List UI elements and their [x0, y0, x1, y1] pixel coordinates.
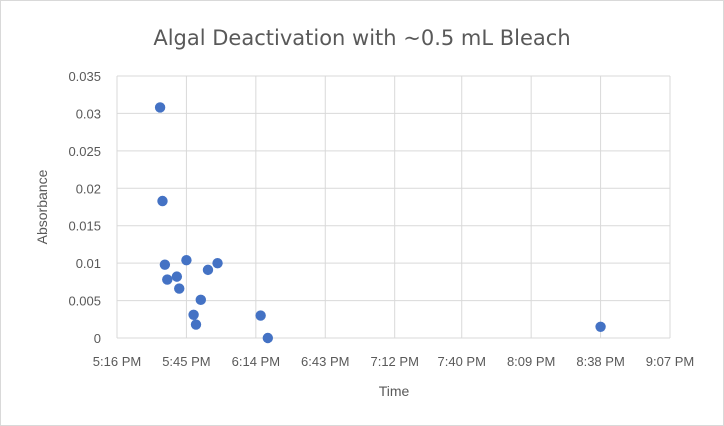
data-point [190, 319, 202, 330]
y-axis-title: Absorbance [34, 169, 50, 244]
data-point [181, 254, 192, 266]
data-point [595, 321, 606, 332]
data-point [157, 195, 168, 207]
data-point [174, 283, 185, 294]
data-point [154, 102, 166, 113]
data-point [212, 257, 223, 269]
data-point [195, 294, 206, 306]
data-point [188, 309, 199, 320]
x-tick-label: 6:14 PM [232, 354, 280, 369]
chart-title: Algal Deactivation with ~0.5 mL Bleach [153, 26, 570, 50]
y-tick-label: 0.035 [68, 69, 101, 84]
y-tick-label: 0.005 [68, 294, 101, 309]
data-point [202, 264, 214, 276]
y-tick-label: 0.015 [68, 219, 101, 234]
gridlines [116, 75, 671, 339]
x-axis-tick-labels: 5:16 PM 5:45 PM 6:14 PM 6:43 PM 7:12 PM 7:40 … [93, 354, 694, 369]
x-tick-label: 6:43 PM [301, 354, 349, 369]
y-tick-label: 0.025 [68, 144, 101, 159]
y-tick-label: 0 [94, 331, 101, 346]
x-axis-title: Time [379, 383, 410, 399]
y-tick-label: 0.03 [76, 106, 101, 121]
data-points [154, 102, 606, 344]
x-tick-label: 7:40 PM [438, 354, 486, 369]
data-point [171, 271, 183, 282]
data-point [162, 274, 173, 285]
x-tick-label: 5:45 PM [162, 354, 210, 369]
x-tick-label: 5:16 PM [93, 354, 141, 369]
x-tick-label: 8:09 PM [507, 354, 555, 369]
data-point [255, 310, 266, 321]
y-axis-tick-labels: 0 0.005 0.01 0.015 0.02 0.025 0.03 0.035 [68, 69, 101, 346]
data-point [159, 259, 171, 270]
x-tick-label: 8:38 PM [576, 354, 624, 369]
x-tick-label: 9:07 PM [646, 354, 694, 369]
x-tick-label: 7:12 PM [370, 354, 418, 369]
y-tick-label: 0.02 [76, 181, 101, 196]
data-point [262, 332, 274, 344]
y-tick-label: 0.01 [76, 256, 101, 271]
